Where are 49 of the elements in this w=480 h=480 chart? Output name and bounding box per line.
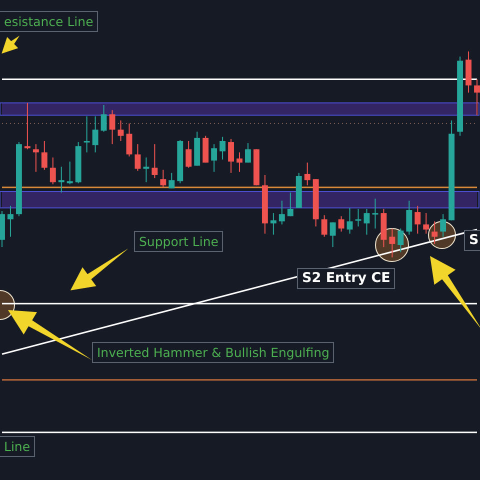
- candlestick: [66, 161, 73, 185]
- text: esistance Line: [0, 11, 98, 32]
- candlestick: [245, 142, 251, 164]
- annotation: S: [464, 230, 480, 251]
- candlestick: [414, 205, 421, 234]
- candlestick: [186, 140, 192, 168]
- candlestick: [84, 116, 90, 153]
- candlestick: [24, 102, 30, 150]
- candlestick: [364, 208, 370, 236]
- candlestick: [278, 200, 285, 225]
- candlestick: [143, 156, 150, 183]
- annotation: Support Line: [134, 231, 224, 252]
- candlestick: [423, 212, 430, 234]
- candlestick: [355, 208, 362, 227]
- candlestick: [100, 104, 107, 132]
- candlestick: [92, 116, 98, 153]
- candlestick: [134, 144, 141, 172]
- candlestick: [168, 172, 175, 189]
- candlestick: [432, 220, 438, 244]
- candlestick: [330, 222, 336, 248]
- candlestick: [236, 152, 242, 172]
- candlestick: [126, 123, 132, 157]
- text: Line: [0, 436, 36, 457]
- candlestick: [287, 192, 294, 217]
- text: S2 Entry CE: [297, 268, 396, 289]
- candlestick: [372, 198, 378, 230]
- candlestick: [228, 138, 234, 174]
- candlestick: [338, 216, 344, 232]
- candlestick: [398, 228, 404, 253]
- candlestick: [211, 144, 218, 172]
- candlestick: [160, 169, 166, 188]
- candlestick: [406, 200, 412, 236]
- candlestick: [346, 207, 353, 234]
- candlestick: [109, 110, 116, 145]
- candlestick: [58, 166, 64, 193]
- candlestick: [220, 136, 226, 160]
- candlestick: [118, 120, 124, 142]
- candlestick: [270, 212, 276, 236]
- candlestick: [304, 162, 310, 186]
- candlestick: [8, 205, 14, 238]
- candlestick: [50, 156, 56, 185]
- candlestick: [440, 214, 446, 238]
- candlestick: [474, 78, 480, 116]
- candlestick: [321, 214, 328, 238]
- candlestick: [32, 144, 39, 172]
- candlestick: [152, 144, 158, 179]
- text: Inverted Hammer & Bullish Engulfing: [92, 342, 334, 363]
- candlestick: [389, 228, 396, 258]
- candlestick: [41, 140, 48, 170]
